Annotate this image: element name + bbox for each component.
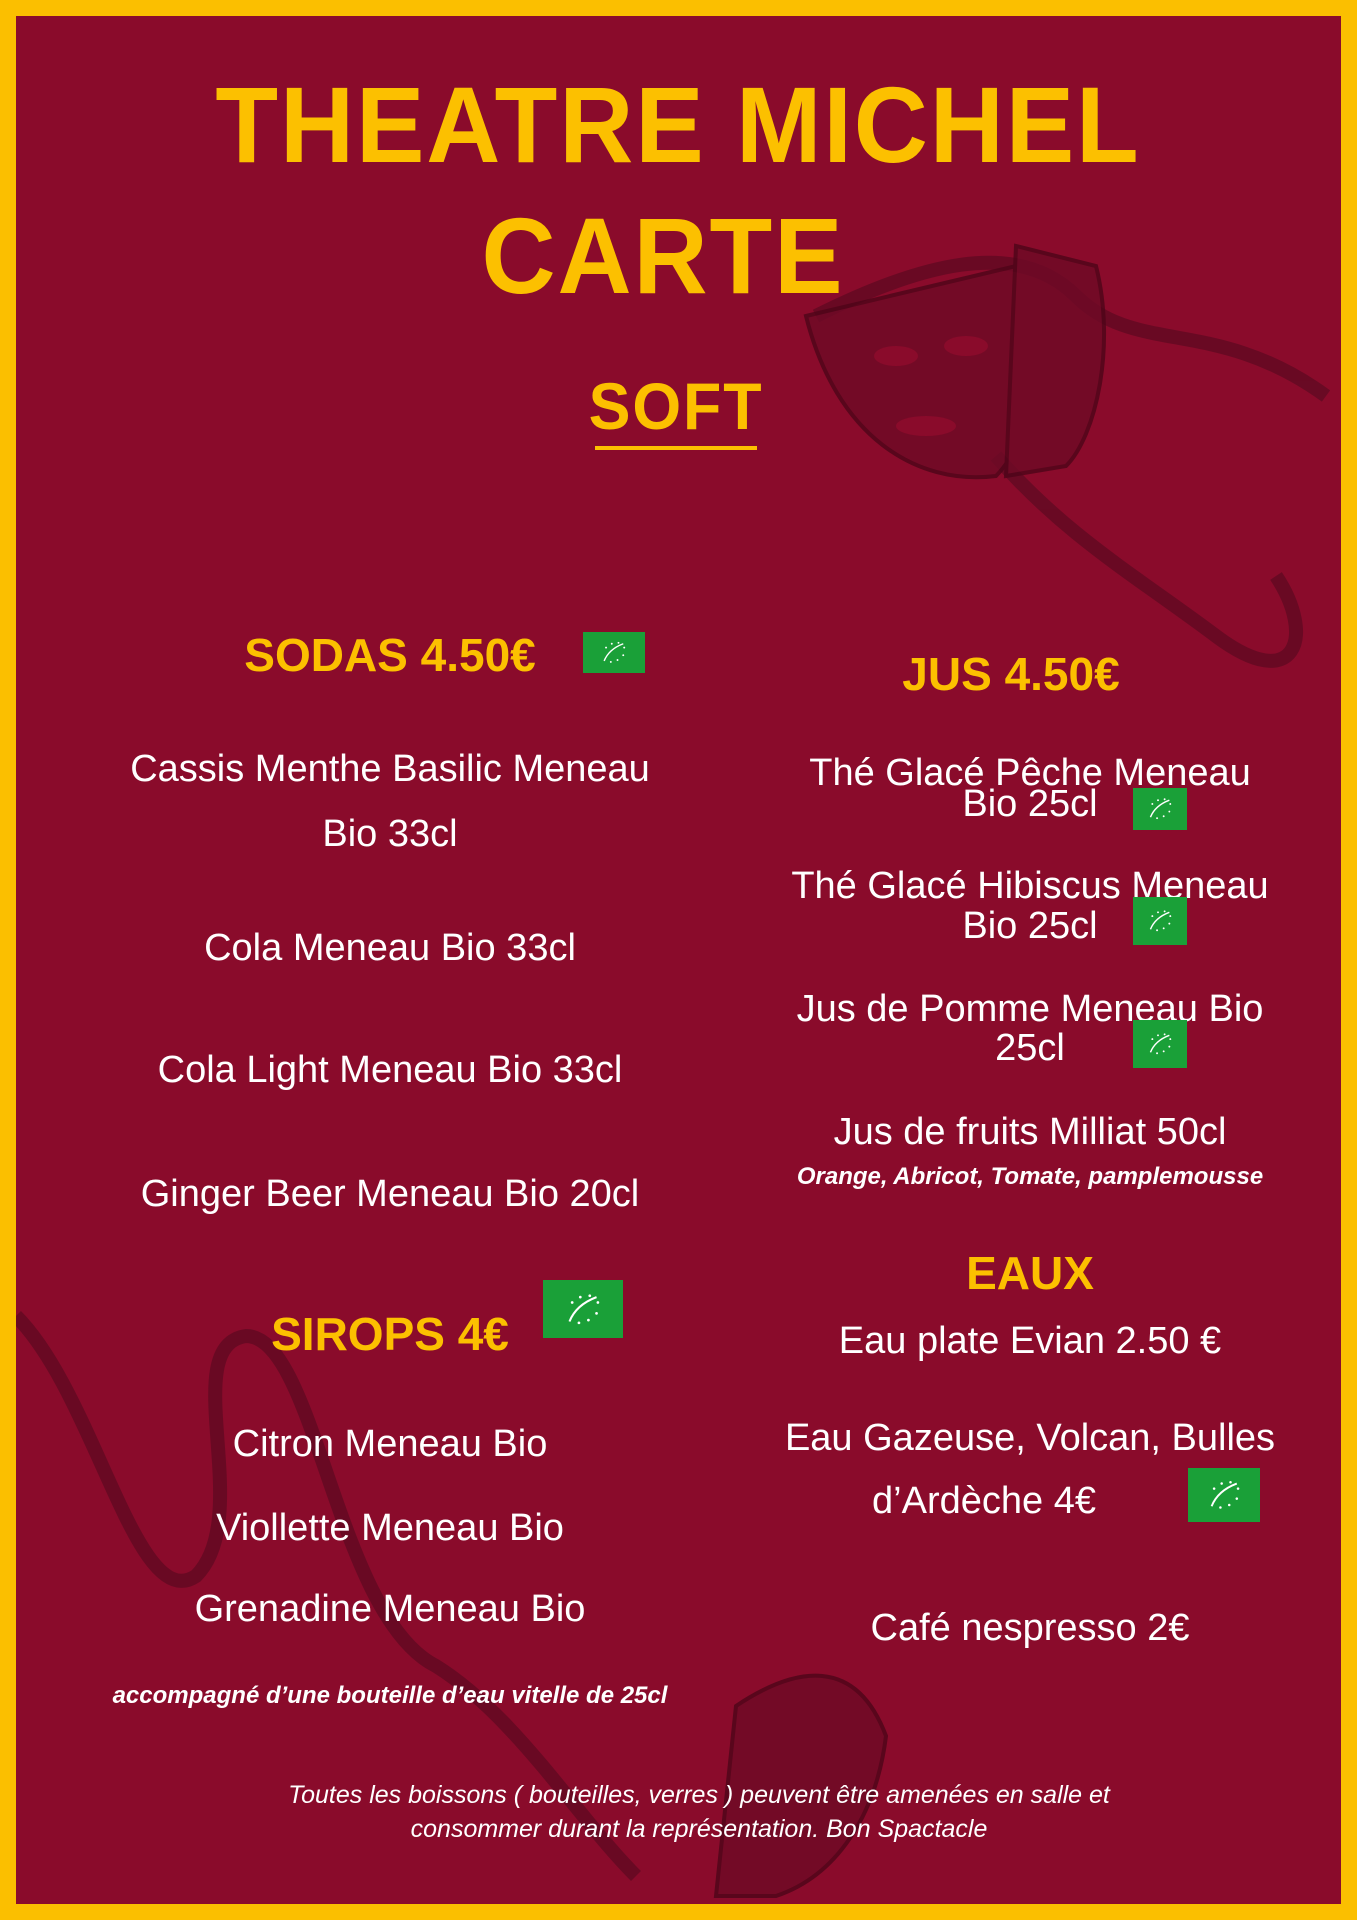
- menu-item: Thé Glacé Hibiscus Meneau: [791, 865, 1269, 907]
- footer-line: consommer durant la représentation. Bon …: [410, 1815, 988, 1843]
- menu-item: Jus de fruits Milliat 50cl: [833, 1111, 1227, 1153]
- menu-item: Viollette Meneau Bio: [216, 1507, 564, 1549]
- menu-item: Jus de Pomme Meneau Bio: [796, 988, 1264, 1030]
- menu-title: CARTE: [481, 195, 845, 316]
- menu-item: Cola Light Meneau Bio 33cl: [157, 1049, 623, 1091]
- menu-item: d’Ardèche 4€: [872, 1480, 1096, 1522]
- jus-heading: JUS 4.50€: [902, 648, 1120, 700]
- menu-item: Ginger Beer Meneau Bio 20cl: [140, 1173, 640, 1215]
- eu-organic-leaf-icon: [583, 632, 645, 673]
- eu-organic-leaf-icon: [1133, 1020, 1187, 1068]
- sodas-heading: SODAS 4.50€: [244, 629, 536, 681]
- menu-item: Grenadine Meneau Bio: [194, 1588, 586, 1630]
- menu-item-flavours: Orange, Abricot, Tomate, pamplemousse: [796, 1163, 1264, 1190]
- eu-organic-leaf-icon: [1133, 788, 1187, 830]
- menu-item: Cola Meneau Bio 33cl: [204, 927, 576, 969]
- menu-item-size: Bio 25cl: [962, 783, 1098, 825]
- sirops-note: accompagné d’une bouteille d’eau vitelle…: [112, 1682, 668, 1709]
- menu-item: Eau plate Evian 2.50 €: [838, 1320, 1222, 1362]
- section-title: SOFT: [588, 369, 764, 443]
- menu-item: Cassis Menthe Basilic Meneau: [130, 748, 650, 790]
- menu-item-size: 25cl: [995, 1027, 1065, 1069]
- eaux-heading: EAUX: [966, 1247, 1094, 1299]
- menu-item: Café nespresso 2€: [870, 1607, 1190, 1649]
- eu-organic-leaf-icon: [1133, 897, 1187, 945]
- menu-item-size: Bio 25cl: [962, 905, 1098, 947]
- eu-organic-leaf-icon: [543, 1280, 623, 1338]
- menu-item: Bio 33cl: [322, 813, 458, 855]
- menu-item: Thé Glacé Pêche Meneau: [809, 752, 1251, 794]
- section-underline: [595, 446, 757, 450]
- menu-item: Eau Gazeuse, Volcan, Bulles: [784, 1417, 1276, 1459]
- theatre-mask-decoration: [16, 243, 1331, 1898]
- footer-line: Toutes les boissons ( bouteilles, verres…: [288, 1781, 1110, 1809]
- eu-organic-leaf-icon: [1188, 1468, 1260, 1522]
- sirops-heading: SIROPS 4€: [271, 1308, 509, 1360]
- venue-title: THEATRE MICHEL: [215, 64, 1141, 185]
- menu-item: Citron Meneau Bio: [232, 1423, 548, 1465]
- menu-page: THEATRE MICHEL CARTE SOFT SODAS 4.50€ Ca…: [16, 16, 1341, 1904]
